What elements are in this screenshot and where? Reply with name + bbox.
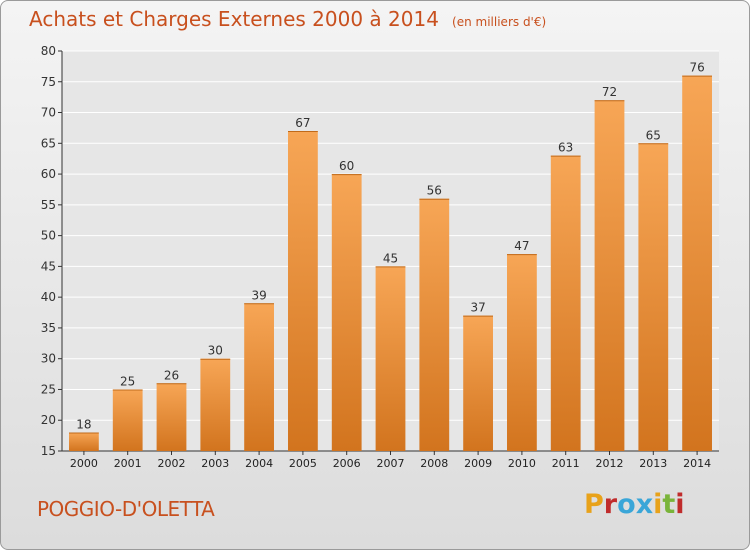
x-tick-label-2005: 2005 (289, 457, 317, 470)
y-tick-label: 40 (41, 290, 56, 304)
x-tick-label-2001: 2001 (114, 457, 142, 470)
y-tick-label: 45 (41, 259, 56, 273)
data-label-2003: 30 (208, 344, 223, 358)
x-tick-label-2008: 2008 (420, 457, 448, 470)
x-tick-label-2013: 2013 (639, 457, 667, 470)
x-tick-label-2010: 2010 (508, 457, 536, 470)
bars (69, 75, 712, 452)
data-label-2011: 63 (558, 141, 573, 155)
data-label-2001: 25 (120, 374, 135, 388)
logo-letter: i (653, 489, 663, 520)
bar-2001 (112, 389, 143, 451)
x-tick-label-2000: 2000 (70, 457, 98, 470)
data-label-2013: 65 (646, 128, 661, 142)
bar-2009 (463, 315, 493, 451)
x-tick-label-2014: 2014 (683, 457, 711, 470)
y-tick-label: 30 (41, 352, 56, 366)
x-tick-label-2011: 2011 (552, 457, 580, 470)
chart-title: Achats et Charges Externes 2000 à 2014 (29, 7, 439, 31)
data-label-2014: 76 (689, 61, 704, 75)
y-tick-label: 80 (41, 44, 56, 58)
x-tick-label-2012: 2012 (596, 457, 624, 470)
logo-letter: x (635, 489, 654, 520)
y-tick-label: 65 (41, 136, 56, 150)
logo-letter: o (617, 489, 636, 520)
bar-2011 (550, 155, 581, 451)
y-tick-label: 60 (41, 167, 56, 181)
data-label-2007: 45 (383, 251, 398, 265)
data-label-2000: 18 (76, 418, 91, 432)
data-label-2009: 37 (470, 301, 485, 315)
x-tick-label-2004: 2004 (245, 457, 273, 470)
logo-letter: i (675, 489, 685, 520)
x-tick-label-2006: 2006 (333, 457, 361, 470)
data-label-2004: 39 (251, 288, 266, 302)
bar-2014 (682, 75, 712, 451)
bar-2010 (507, 254, 537, 451)
y-tick-label: 55 (41, 198, 56, 212)
logo-letter: t (662, 489, 676, 520)
y-tick-label: 50 (41, 229, 56, 243)
bar-2006 (331, 174, 362, 452)
y-tick-label: 25 (41, 382, 56, 396)
y-tick-label: 70 (41, 106, 56, 120)
bar-2004 (244, 303, 274, 451)
chart-title-block: Achats et Charges Externes 2000 à 2014 (… (29, 7, 546, 31)
bar-2013 (638, 143, 669, 452)
y-tick-label: 15 (41, 444, 56, 458)
logo-letter: r (603, 489, 618, 520)
chart-unit: (en milliers d'€) (452, 15, 547, 29)
x-tick-label-2002: 2002 (158, 457, 186, 470)
y-tick-label: 75 (41, 75, 56, 89)
x-tick-label-2009: 2009 (464, 457, 492, 470)
bar-2003 (200, 358, 231, 451)
bar-2005 (288, 131, 318, 451)
x-tick-label-2003: 2003 (201, 457, 229, 470)
y-tick-label: 20 (41, 413, 56, 427)
bar-2007 (375, 266, 406, 451)
bar-2000 (69, 432, 99, 451)
commune-name: POGGIO-D'OLETTA (37, 497, 215, 521)
data-label-2006: 60 (339, 159, 354, 173)
x-tick-label-2007: 2007 (377, 457, 405, 470)
data-label-2005: 67 (295, 116, 310, 130)
data-label-2010: 47 (514, 239, 529, 253)
data-label-2002: 26 (164, 368, 179, 382)
data-label-2012: 72 (602, 85, 617, 99)
bar-2012 (594, 100, 625, 451)
bar-2008 (419, 198, 450, 451)
y-tick-label: 35 (41, 321, 56, 335)
bar-2002 (156, 383, 187, 451)
logo-letter: P (584, 489, 604, 520)
data-labels: 18 25 26 30 39 67 60 45 56 37 47 63 72 65 76 (76, 61, 704, 432)
data-label-2008: 56 (427, 184, 442, 198)
proxiti-logo[interactable]: Proxiti (584, 489, 685, 520)
